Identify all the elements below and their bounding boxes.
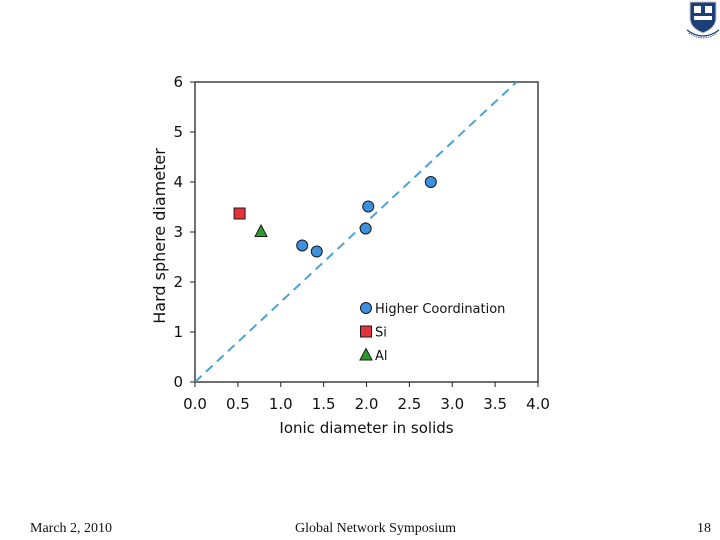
x-tick-label: 1.5 — [312, 395, 336, 413]
x-axis-title: Ionic diameter in solids — [279, 419, 453, 437]
page-number: 18 — [697, 521, 711, 536]
x-tick-label: 1.0 — [269, 395, 293, 413]
x-tick-label: 0.5 — [226, 395, 250, 413]
legend-marker — [360, 325, 372, 338]
data-point-al — [254, 223, 268, 237]
y-tick-label: 3 — [173, 223, 183, 241]
legend: Higher Coordination Si Al — [359, 302, 505, 364]
legend-label: Al — [375, 349, 388, 364]
y-tick-label: 0 — [173, 373, 183, 391]
data-point-higher-coordination — [359, 222, 372, 235]
legend-marker — [359, 347, 373, 361]
x-tick-label: 2.5 — [397, 395, 421, 413]
footer-title: Global Network Symposium — [295, 521, 456, 536]
legend-marker — [360, 302, 372, 314]
y-tick-label: 6 — [173, 73, 183, 91]
axes: 0.0 0.5 1.0 1.5 2.0 2.5 3.0 3.5 4.0 0 1 2 3 4 5 6 Ionic … — [150, 73, 550, 437]
legend-label: Higher Coordination — [375, 302, 505, 317]
data-point-higher-coordination — [424, 176, 437, 188]
crest-icon — [686, 1, 720, 39]
data-point-si — [233, 207, 246, 220]
x-tick-label: 0.0 — [183, 395, 207, 413]
x-tick-label: 2.0 — [355, 395, 379, 413]
data-point-higher-coordination — [296, 239, 309, 252]
y-tick-label: 4 — [173, 173, 183, 191]
y-tick-label: 5 — [173, 123, 183, 141]
x-tick-label: 3.0 — [440, 395, 464, 413]
y-tick-label: 2 — [173, 273, 183, 291]
data-point-higher-coordination — [310, 245, 323, 258]
y-tick-label: 1 — [173, 323, 183, 341]
x-tick-label: 3.5 — [483, 395, 507, 413]
data-markers — [233, 176, 437, 258]
x-tick-label: 4.0 — [526, 395, 550, 413]
y-axis-title: Hard sphere diameter — [150, 148, 169, 324]
data-point-higher-coordination — [362, 200, 375, 213]
reference-line — [195, 82, 518, 382]
footer-date: March 2, 2010 — [30, 521, 113, 536]
legend-label: Si — [375, 326, 387, 341]
